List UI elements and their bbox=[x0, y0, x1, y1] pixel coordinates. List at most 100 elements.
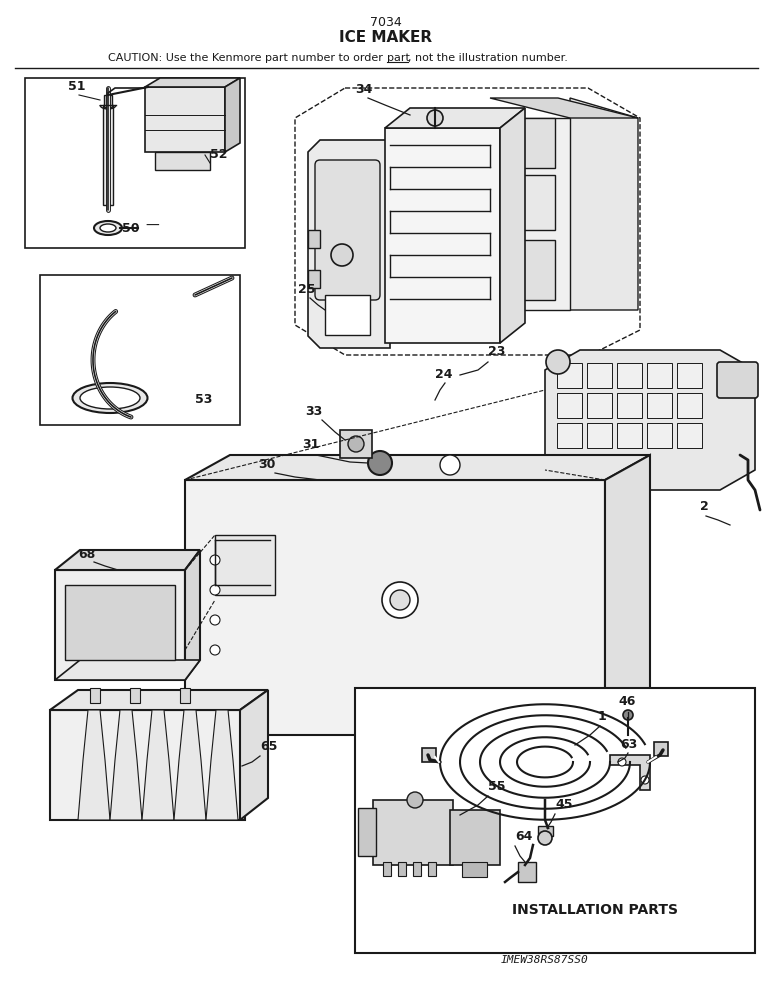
FancyBboxPatch shape bbox=[717, 362, 758, 398]
Polygon shape bbox=[605, 455, 650, 735]
Text: CAUTION: Use the Kenmore part number to order: CAUTION: Use the Kenmore part number to … bbox=[107, 53, 386, 63]
Polygon shape bbox=[174, 710, 206, 820]
Bar bbox=[617, 393, 642, 418]
Circle shape bbox=[546, 350, 570, 374]
Bar bbox=[450, 810, 500, 865]
Bar bbox=[104, 95, 112, 107]
Circle shape bbox=[538, 831, 552, 845]
Ellipse shape bbox=[100, 224, 116, 232]
Bar bbox=[55, 570, 185, 680]
Bar bbox=[355, 688, 755, 953]
Text: 53: 53 bbox=[195, 393, 213, 406]
Text: 30: 30 bbox=[258, 458, 275, 471]
Text: 68: 68 bbox=[78, 548, 95, 561]
Polygon shape bbox=[50, 690, 268, 710]
Bar bbox=[40, 275, 240, 425]
Bar bbox=[677, 363, 702, 388]
Bar bbox=[505, 240, 555, 300]
Bar bbox=[654, 742, 668, 756]
Bar bbox=[25, 78, 245, 248]
Bar bbox=[587, 393, 612, 418]
Text: 25: 25 bbox=[298, 283, 315, 296]
Circle shape bbox=[390, 590, 410, 610]
Text: 52: 52 bbox=[210, 148, 227, 161]
Bar bbox=[155, 152, 210, 170]
Bar bbox=[557, 423, 582, 448]
Bar bbox=[505, 118, 555, 168]
Polygon shape bbox=[240, 690, 268, 820]
Bar bbox=[617, 363, 642, 388]
Bar bbox=[373, 800, 453, 865]
Ellipse shape bbox=[73, 383, 148, 413]
Bar bbox=[617, 423, 642, 448]
Bar bbox=[557, 393, 582, 418]
Bar bbox=[422, 748, 436, 762]
Circle shape bbox=[210, 585, 220, 595]
Polygon shape bbox=[185, 455, 650, 480]
Bar bbox=[647, 393, 672, 418]
Bar bbox=[340, 430, 372, 458]
Bar bbox=[587, 363, 612, 388]
Text: , not the illustration number.: , not the illustration number. bbox=[408, 53, 568, 63]
Polygon shape bbox=[570, 98, 638, 310]
Text: ICE MAKER: ICE MAKER bbox=[339, 30, 433, 45]
Polygon shape bbox=[545, 350, 755, 490]
Circle shape bbox=[210, 615, 220, 625]
Ellipse shape bbox=[94, 221, 122, 235]
Text: 1: 1 bbox=[598, 710, 607, 723]
Polygon shape bbox=[110, 710, 142, 820]
Text: 23: 23 bbox=[488, 345, 506, 358]
Text: 34: 34 bbox=[355, 83, 373, 96]
Polygon shape bbox=[610, 755, 650, 790]
Text: —: — bbox=[145, 219, 158, 233]
Bar bbox=[385, 128, 500, 343]
Bar bbox=[677, 393, 702, 418]
Bar bbox=[428, 862, 436, 876]
Circle shape bbox=[348, 436, 364, 452]
Text: 31: 31 bbox=[302, 438, 319, 451]
Bar bbox=[65, 585, 175, 660]
Bar bbox=[185, 480, 605, 735]
Polygon shape bbox=[490, 98, 638, 118]
Polygon shape bbox=[308, 140, 390, 348]
Bar bbox=[462, 862, 487, 877]
Bar bbox=[358, 808, 376, 856]
Text: 64: 64 bbox=[515, 830, 533, 843]
Bar bbox=[180, 688, 190, 703]
Bar bbox=[557, 363, 582, 388]
Circle shape bbox=[210, 645, 220, 655]
Bar bbox=[647, 423, 672, 448]
Bar bbox=[308, 230, 320, 248]
Polygon shape bbox=[385, 108, 525, 128]
Bar bbox=[677, 423, 702, 448]
Circle shape bbox=[210, 555, 220, 565]
Bar bbox=[647, 363, 672, 388]
Polygon shape bbox=[185, 550, 200, 680]
Bar bbox=[398, 862, 406, 876]
Bar bbox=[145, 87, 225, 152]
Text: 51: 51 bbox=[68, 80, 86, 93]
Text: INSTALLATION PARTS: INSTALLATION PARTS bbox=[512, 903, 678, 917]
Bar bbox=[50, 710, 245, 820]
Bar bbox=[518, 862, 536, 882]
Bar bbox=[587, 423, 612, 448]
Circle shape bbox=[368, 451, 392, 475]
Circle shape bbox=[618, 758, 626, 766]
Bar bbox=[413, 862, 421, 876]
Circle shape bbox=[623, 710, 633, 720]
Text: 7034: 7034 bbox=[370, 15, 402, 28]
Polygon shape bbox=[145, 78, 240, 87]
Polygon shape bbox=[55, 660, 200, 680]
Bar bbox=[215, 535, 275, 595]
Text: 45: 45 bbox=[555, 798, 573, 811]
Text: 24: 24 bbox=[435, 368, 452, 381]
Circle shape bbox=[407, 792, 423, 808]
Text: 65: 65 bbox=[260, 740, 278, 753]
Polygon shape bbox=[142, 710, 174, 820]
Text: 63: 63 bbox=[620, 738, 637, 751]
Bar bbox=[130, 688, 140, 703]
FancyBboxPatch shape bbox=[315, 160, 380, 300]
Polygon shape bbox=[78, 710, 110, 820]
Text: 50: 50 bbox=[122, 222, 139, 235]
Bar bbox=[308, 270, 320, 288]
